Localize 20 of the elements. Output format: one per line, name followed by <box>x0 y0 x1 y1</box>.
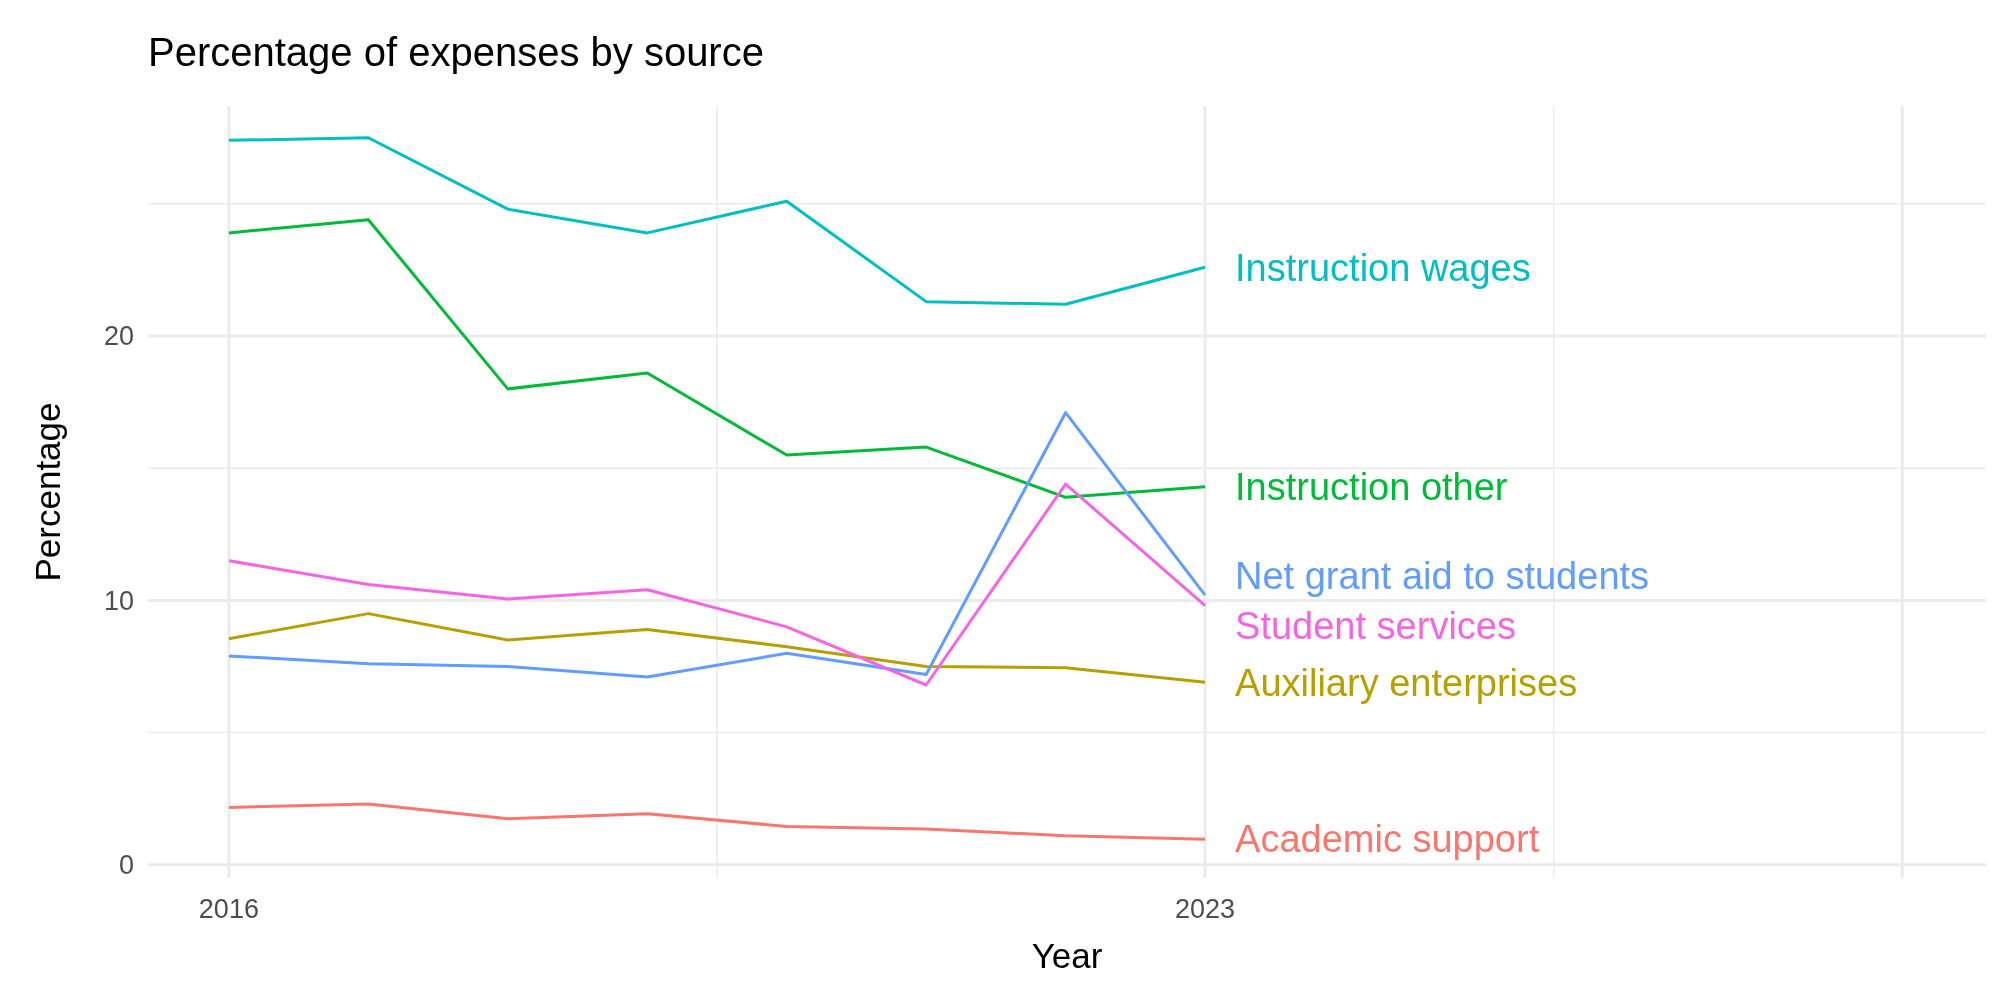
series-label: Instruction other <box>1235 466 1508 509</box>
line-series <box>227 218 1207 499</box>
x-axis-title: Year <box>1031 936 1103 975</box>
line-series <box>227 802 1207 841</box>
series-label: Net grant aid to students <box>1235 554 1650 597</box>
line-series <box>227 482 1207 687</box>
y-tick-label: 10 <box>103 585 134 616</box>
series-label: Auxiliary enterprises <box>1235 661 1578 704</box>
y-axis-title: Percentage <box>28 402 67 582</box>
y-tick-label: 0 <box>118 850 134 881</box>
x-tick-label: 2016 <box>198 894 259 924</box>
series-label: Academic support <box>1235 818 1540 861</box>
line-series <box>227 136 1207 306</box>
y-tick-label: 20 <box>103 321 134 352</box>
line-series <box>227 411 1207 679</box>
series-label: Student services <box>1235 604 1516 647</box>
x-tick-label: 2023 <box>1175 894 1236 924</box>
series-label: Instruction wages <box>1235 246 1531 289</box>
chart-title: Percentage of expenses by source <box>148 30 764 74</box>
line-series <box>227 612 1207 684</box>
